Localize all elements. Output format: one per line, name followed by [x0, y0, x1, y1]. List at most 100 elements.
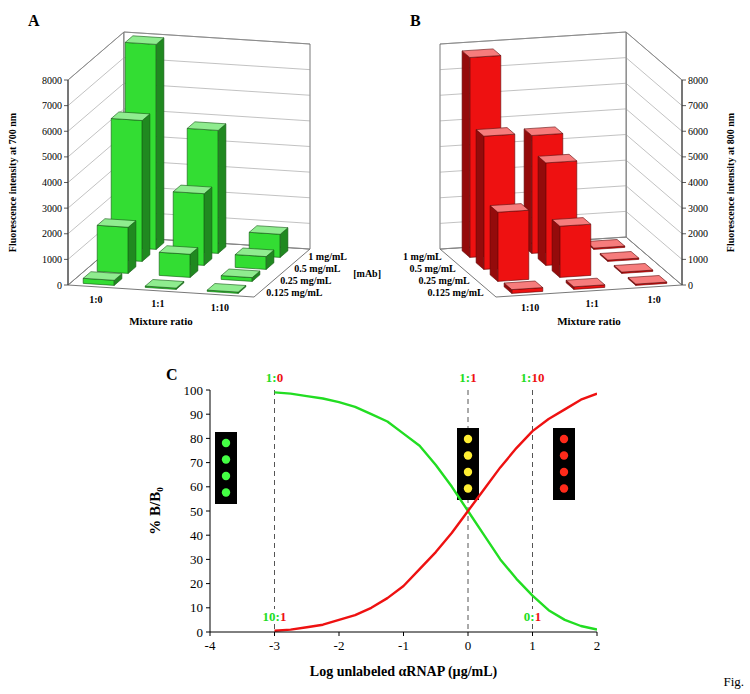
- axis-line: [682, 80, 683, 285]
- tick: [206, 511, 210, 512]
- tick-label: 0: [197, 625, 204, 640]
- bar-top: [476, 128, 515, 137]
- bar: [490, 204, 529, 282]
- tick: [682, 131, 686, 132]
- category-label: 1:0: [647, 294, 660, 305]
- bar-top: [586, 240, 625, 249]
- bar-top: [628, 276, 667, 285]
- bar-side: [156, 38, 164, 250]
- bar: [221, 269, 260, 281]
- tick: [64, 233, 68, 234]
- depth-label: 0.125 mg/mL: [266, 287, 322, 298]
- inset-dot: [464, 484, 472, 492]
- tick: [274, 632, 275, 636]
- axis-title: Fluorescence intensity at 700 nm: [7, 112, 18, 252]
- tick-label: -3: [269, 638, 280, 653]
- inset-dot: [222, 472, 230, 480]
- inset-frame: [457, 428, 479, 500]
- annotation-part: 1: [470, 370, 477, 385]
- panel-letter: A: [28, 12, 40, 29]
- annotation-part: 10: [531, 370, 544, 385]
- tick-label: 0: [465, 638, 472, 653]
- inset-dot: [464, 451, 472, 459]
- tick: [532, 632, 533, 636]
- tick: [206, 462, 210, 463]
- tick-label: -4: [205, 638, 216, 653]
- tick-label: -1: [398, 638, 409, 653]
- annotation-part: 10:: [263, 609, 280, 624]
- tick-label: 30: [190, 552, 203, 567]
- bar-top: [490, 204, 529, 213]
- tick-label: 5000: [42, 151, 62, 162]
- category-label: 1:1: [585, 298, 598, 309]
- tick: [206, 390, 210, 391]
- annotation-part: 1:: [459, 370, 470, 385]
- bar-top: [159, 246, 198, 255]
- inset-frame: [215, 432, 237, 504]
- axis-title: % B/B₀: [147, 487, 163, 535]
- inset-dot: [222, 439, 230, 447]
- bar-front: [560, 224, 591, 277]
- plot-area: [275, 392, 598, 630]
- tick-label: 10: [190, 600, 203, 615]
- bar-top: [83, 272, 122, 281]
- tick: [682, 285, 686, 286]
- tick-label: 4000: [42, 177, 62, 188]
- bar-front: [97, 225, 128, 273]
- tick-label: 8000: [688, 75, 708, 86]
- bar: [207, 284, 246, 294]
- inset-dot: [222, 455, 230, 463]
- panel-3d: 0100020003000400050006000700080001:01:11…: [403, 12, 736, 327]
- tick-label: 1000: [688, 254, 708, 265]
- bar-top: [187, 122, 226, 131]
- depth-label: 0.5 mg/mL: [410, 263, 456, 274]
- tick: [64, 156, 68, 157]
- tick: [682, 105, 686, 106]
- depth-label: 0.25 mg/mL: [280, 275, 331, 286]
- inset-image: [215, 432, 237, 504]
- bar: [600, 252, 639, 262]
- tick: [206, 535, 210, 536]
- annotation-part: 1: [280, 609, 287, 624]
- depth-label: 0.5 mg/mL: [294, 263, 340, 274]
- axis-title: Mixture ratio: [557, 315, 621, 327]
- bar-top: [173, 185, 212, 194]
- tick: [682, 182, 686, 183]
- tick: [206, 438, 210, 439]
- tick: [64, 131, 68, 132]
- inset-image: [553, 428, 575, 500]
- annotation-part: 0:: [524, 609, 535, 624]
- tick-label: 6000: [42, 126, 62, 137]
- inset-dot: [222, 488, 230, 496]
- tick-label: -2: [334, 638, 345, 653]
- tick: [206, 559, 210, 560]
- tick-label: 100: [184, 383, 204, 398]
- bar-side: [142, 114, 150, 262]
- tick-label: 7000: [688, 100, 708, 111]
- tick-label: 2000: [42, 228, 62, 239]
- label-patch: [523, 609, 542, 624]
- bar-side: [490, 206, 498, 282]
- tick-label: 0: [57, 280, 62, 291]
- annotation: 1:1: [459, 370, 476, 385]
- bar-top: [614, 264, 653, 273]
- inset-dot: [560, 468, 568, 476]
- bar-top: [538, 154, 577, 163]
- annotation: 10:1: [263, 609, 287, 624]
- inset-image: [457, 428, 479, 500]
- curve: [275, 392, 598, 629]
- tick-label: 2000: [688, 228, 708, 239]
- grid-line: [68, 32, 310, 80]
- bar-front: [235, 255, 266, 270]
- tick: [206, 486, 210, 487]
- annotation: 1:10: [521, 370, 545, 385]
- tick-label: 60: [190, 479, 203, 494]
- tick-label: 1: [529, 638, 536, 653]
- axis-title: Fluorescence intensity at 800 nm: [725, 112, 736, 252]
- category-label: 1:10: [211, 302, 229, 313]
- tick: [339, 632, 340, 636]
- bar-front: [159, 252, 190, 277]
- tick-label: 1000: [42, 254, 62, 265]
- axis-title: Mixture ratio: [129, 315, 193, 327]
- bar-top: [552, 218, 591, 227]
